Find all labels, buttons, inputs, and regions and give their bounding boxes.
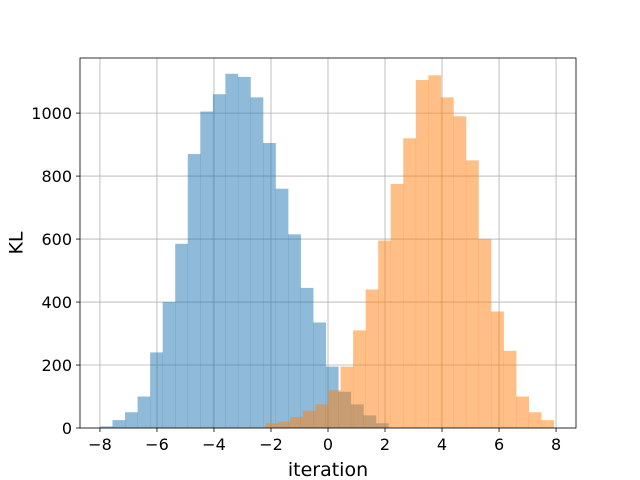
y-tick-label: 400: [41, 293, 72, 312]
histogram-bar-s1-17: [313, 322, 327, 428]
x-tick-label: 0: [323, 435, 333, 454]
histogram-bar-s2-1: [277, 421, 291, 428]
x-tick-label: 2: [380, 435, 390, 454]
histogram-bar-s2-9: [378, 240, 392, 428]
histogram-bar-s1-9: [212, 94, 226, 428]
histogram-bar-s2-15: [453, 116, 467, 429]
histogram-bar-s1-12: [250, 97, 264, 429]
x-tick-label: 6: [494, 435, 504, 454]
histogram-bar-s2-21: [528, 412, 542, 428]
histogram-bar-s1-10: [225, 73, 239, 428]
histogram-bar-s1-5: [162, 302, 176, 428]
histogram-bar-s1-2: [125, 412, 138, 428]
histogram-bar-s2-7: [353, 330, 366, 428]
histogram-bar-s2-8: [365, 289, 379, 428]
histogram-bar-s2-10: [390, 183, 404, 428]
histogram-bar-s1-3: [137, 396, 151, 428]
histogram-bar-s1-4: [150, 352, 163, 428]
histogram-bar-s1-14: [275, 188, 289, 428]
histogram-bar-s1-6: [175, 243, 189, 428]
histogram-series-2: [265, 75, 555, 429]
histogram-bar-s2-16: [465, 160, 479, 428]
histogram-bar-s2-14: [440, 97, 454, 429]
histogram-bar-s2-22: [541, 420, 555, 428]
histogram-bar-s1-11: [237, 76, 251, 428]
y-tick-label: 200: [41, 356, 72, 375]
histogram-bar-s2-18: [491, 311, 504, 428]
histogram-bar-s2-3: [302, 410, 316, 428]
y-tick-label: 1000: [31, 104, 72, 123]
histogram-bar-s2-0: [265, 423, 279, 428]
histogram-bar-s2-11: [403, 138, 417, 429]
x-tick-label: 8: [551, 435, 561, 454]
histogram-bar-s1-13: [263, 143, 276, 428]
x-tick-label: −8: [88, 435, 112, 454]
histogram-bar-s2-17: [478, 239, 492, 428]
y-tick-label: 600: [41, 230, 72, 249]
histogram-bar-s1-0: [99, 426, 113, 428]
histogram-bar-s1-1: [112, 420, 126, 428]
x-axis-title: iteration: [288, 459, 368, 480]
y-tick-label: 0: [62, 419, 72, 438]
histogram-bar-s2-20: [516, 396, 529, 428]
x-tick-label: −6: [145, 435, 169, 454]
y-tick-label: 800: [41, 167, 72, 186]
histogram-bars: [99, 73, 555, 429]
histogram-bar-s2-6: [340, 366, 354, 428]
histogram-bar-s2-12: [415, 80, 429, 429]
histogram-bar-s1-8: [200, 111, 214, 428]
histogram-bar-s2-5: [328, 390, 341, 428]
histogram-bar-s1-7: [187, 154, 201, 429]
histogram-bar-s2-4: [315, 404, 329, 428]
histogram-bar-s1-15: [288, 234, 301, 428]
histogram-bar-s1-16: [300, 287, 314, 428]
x-tick-label: −2: [259, 435, 283, 454]
histogram-bar-s2-13: [428, 75, 442, 428]
histogram-series-1: [99, 73, 389, 429]
y-axis-title: KL: [6, 231, 28, 254]
x-tick-label: 4: [437, 435, 447, 454]
histogram-bar-s2-2: [290, 416, 304, 428]
histogram-bar-s2-19: [503, 350, 517, 428]
axis-ticks: −8 −6 −4 −2 0 2 4 6 8 0 200 400 600 800 1000: [31, 104, 561, 454]
x-tick-label: −4: [202, 435, 226, 454]
